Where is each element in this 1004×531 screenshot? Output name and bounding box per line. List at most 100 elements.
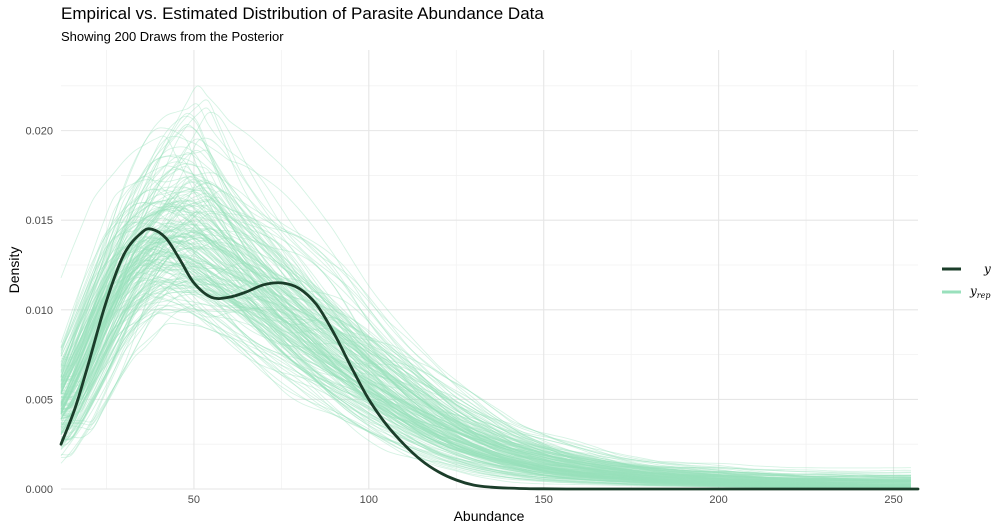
- posterior-draw-line: [60, 197, 911, 483]
- posterior-draw-line: [60, 166, 912, 483]
- posterior-draw-line: [60, 226, 911, 488]
- x-tick-label: 150: [535, 494, 553, 506]
- posterior-draw-line: [60, 154, 912, 482]
- posterior-draw-line: [60, 265, 912, 489]
- posterior-draw-line: [60, 175, 912, 481]
- posterior-draw-line: [60, 245, 911, 488]
- posterior-draw-line: [60, 280, 912, 489]
- posterior-draw-line: [60, 127, 912, 478]
- posterior-draw-line: [60, 281, 911, 489]
- posterior-draw-line: [60, 138, 912, 473]
- posterior-draw-line: [60, 293, 911, 489]
- posterior-draw-line: [60, 259, 911, 488]
- posterior-draw-line: [60, 201, 911, 483]
- posterior-draw-line: [60, 278, 911, 489]
- posterior-draw-line: [61, 247, 912, 488]
- posterior-draw-line: [60, 322, 911, 489]
- posterior-draw-line: [60, 189, 912, 485]
- posterior-draw-line: [60, 222, 912, 485]
- posterior-draw-line: [60, 111, 912, 478]
- posterior-draw-line: [60, 146, 911, 479]
- posterior-draw-line: [60, 259, 911, 489]
- posterior-draw-line: [60, 271, 911, 489]
- posterior-draw-line: [60, 268, 911, 489]
- posterior-draw-line: [60, 262, 911, 489]
- posterior-draw-line: [60, 278, 911, 489]
- posterior-draw-line: [60, 221, 912, 488]
- posterior-draw-line: [60, 232, 911, 487]
- posterior-draw-line: [60, 237, 911, 489]
- x-axis-title: Abundance: [454, 508, 525, 524]
- posterior-draw-line: [60, 225, 911, 488]
- posterior-draw-line: [60, 212, 911, 486]
- posterior-draw-line: [60, 229, 912, 487]
- posterior-draw-line: [60, 211, 912, 486]
- posterior-draw-line: [60, 149, 912, 479]
- posterior-draw-line: [60, 279, 911, 489]
- posterior-draw-line: [60, 222, 912, 488]
- posterior-draw-line: [60, 259, 911, 488]
- posterior-draw-line: [60, 243, 912, 488]
- posterior-draw-line: [60, 276, 912, 489]
- posterior-draw-line: [60, 239, 911, 488]
- posterior-draw-line: [60, 187, 911, 483]
- posterior-draw-line: [60, 268, 911, 489]
- posterior-draw-line: [60, 175, 911, 485]
- posterior-draw-line: [60, 189, 912, 481]
- posterior-draw-line: [60, 308, 911, 489]
- posterior-draw-line: [60, 282, 911, 489]
- posterior-draw-line: [60, 205, 912, 483]
- posterior-draw-line: [60, 262, 911, 488]
- posterior-draw-line: [60, 200, 912, 486]
- posterior-draw-line: [60, 190, 912, 482]
- legend: y yrep: [942, 262, 991, 300]
- posterior-draw-line: [60, 290, 912, 489]
- posterior-draw-line: [60, 99, 912, 474]
- empirical-density-line: [59, 227, 920, 491]
- posterior-draw-line: [60, 259, 911, 487]
- posterior-draw-line: [60, 135, 912, 477]
- posterior-draw-line: [60, 277, 911, 489]
- posterior-draw-line: [60, 229, 911, 486]
- posterior-draw-line: [60, 239, 911, 488]
- posterior-draw-line: [60, 247, 912, 489]
- posterior-draw-line: [60, 115, 912, 477]
- posterior-draw-line: [60, 223, 912, 484]
- posterior-draw-line: [60, 245, 911, 488]
- posterior-draw-line: [60, 172, 912, 483]
- posterior-draw-line: [60, 280, 911, 489]
- posterior-draw-line: [60, 208, 911, 488]
- posterior-draw-line: [60, 155, 912, 482]
- y-tick-label: 0.015: [25, 215, 53, 227]
- posterior-draw-line: [60, 308, 911, 489]
- posterior-draw-line: [60, 179, 912, 483]
- posterior-draw-line: [60, 181, 912, 482]
- posterior-draw-line: [60, 168, 912, 482]
- posterior-draw-line: [60, 304, 911, 489]
- posterior-draw-line: [60, 263, 911, 489]
- posterior-draw-line: [60, 216, 911, 486]
- posterior-draw-line: [60, 245, 911, 488]
- posterior-draw-line: [60, 263, 911, 489]
- posterior-draw-line: [60, 252, 911, 488]
- posterior-draw-line: [60, 258, 911, 488]
- posterior-draw-line: [60, 135, 911, 480]
- posterior-draw-line: [60, 209, 911, 486]
- posterior-draw-line: [60, 137, 911, 479]
- posterior-draw-line: [60, 264, 911, 488]
- posterior-draw-line: [60, 248, 912, 488]
- posterior-draw-line: [60, 206, 911, 488]
- posterior-draw-line: [60, 261, 911, 488]
- posterior-draw-line: [60, 233, 911, 488]
- posterior-draw-line: [60, 194, 912, 486]
- posterior-draw-line: [60, 283, 911, 488]
- posterior-draw-line: [60, 178, 912, 482]
- posterior-draw-line: [60, 271, 911, 489]
- posterior-draw-line: [60, 236, 911, 488]
- posterior-draw-line: [60, 252, 911, 489]
- posterior-draw-line: [60, 246, 911, 488]
- posterior-draw-line: [60, 204, 912, 485]
- posterior-draw-line: [60, 221, 912, 485]
- posterior-draw-line: [60, 180, 912, 481]
- posterior-draw-line: [60, 237, 911, 488]
